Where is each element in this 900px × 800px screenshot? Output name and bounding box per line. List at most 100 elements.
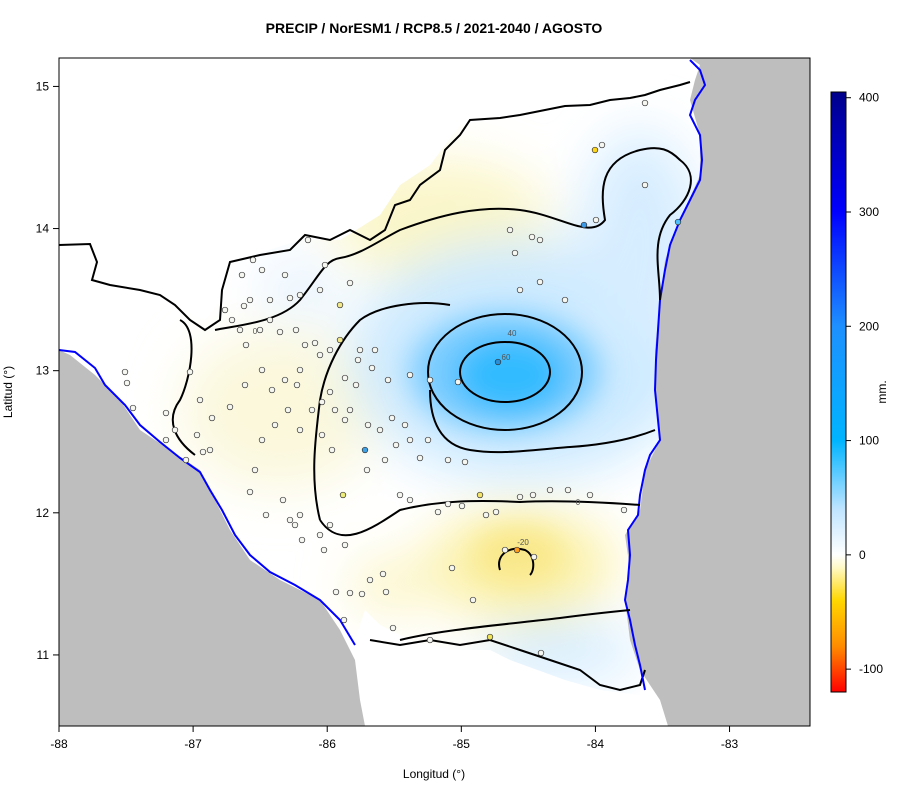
x-tick-label: -83 xyxy=(721,737,739,751)
station-marker xyxy=(406,496,414,504)
station-marker xyxy=(321,261,329,269)
x-tick-label: -84 xyxy=(587,737,605,751)
station-marker xyxy=(271,421,279,429)
station-marker xyxy=(206,446,214,454)
station-marker xyxy=(199,448,207,456)
x-tick-label: -86 xyxy=(319,737,337,751)
station-marker xyxy=(396,491,404,499)
station-marker xyxy=(240,302,248,310)
station-marker xyxy=(341,374,349,382)
station-marker xyxy=(537,649,545,657)
station-marker xyxy=(340,616,348,624)
station-marker xyxy=(376,426,384,434)
contour-label-0-west: 0 xyxy=(253,327,258,336)
station-marker xyxy=(620,506,628,514)
station-marker xyxy=(401,421,409,429)
y-tick-label: 11 xyxy=(37,648,50,662)
country-borders xyxy=(59,81,691,692)
station-marker xyxy=(316,531,324,539)
station-marker xyxy=(529,491,537,499)
station-marker xyxy=(346,279,354,287)
station-marker xyxy=(358,590,366,598)
station-marker xyxy=(162,409,170,417)
station-marker xyxy=(193,431,201,439)
station-marker xyxy=(320,546,328,554)
station-marker xyxy=(341,541,349,549)
station-marker xyxy=(242,341,250,349)
station-marker xyxy=(262,511,270,519)
station-marker xyxy=(336,336,344,344)
station-marker xyxy=(281,271,289,279)
station-marker xyxy=(246,296,254,304)
x-axis: -88 -87 -86 -85 -84 -83 xyxy=(50,726,739,751)
station-marker xyxy=(339,491,347,499)
station-marker xyxy=(580,221,588,229)
station-marker xyxy=(331,406,339,414)
station-marker xyxy=(276,328,284,336)
y-axis: 11 12 13 14 15 xyxy=(36,79,59,662)
station-marker xyxy=(298,536,306,544)
station-marker xyxy=(406,371,414,379)
station-marker xyxy=(426,636,434,644)
station-marker xyxy=(238,271,246,279)
contour-label-0-south: 0 xyxy=(576,498,581,507)
station-marker xyxy=(546,486,554,494)
station-marker xyxy=(236,326,244,334)
station-marker xyxy=(258,436,266,444)
station-marker xyxy=(284,406,292,414)
station-marker xyxy=(286,516,294,524)
station-marker xyxy=(328,446,336,454)
station-marker xyxy=(528,233,536,241)
station-marker xyxy=(291,521,299,529)
station-marker xyxy=(461,458,469,466)
station-marker xyxy=(292,326,300,334)
station-marker xyxy=(469,596,477,604)
station-marker xyxy=(416,454,424,462)
station-marker xyxy=(363,466,371,474)
station-marker xyxy=(316,351,324,359)
colorbar-tick-label: 200 xyxy=(859,319,879,333)
y-tick-label: 15 xyxy=(36,79,50,93)
contour-label-minus20: -20 xyxy=(517,538,529,547)
station-marker xyxy=(182,456,190,464)
station-marker xyxy=(382,588,390,596)
station-markers xyxy=(121,99,682,657)
station-marker xyxy=(381,456,389,464)
y-axis-title: Latitud (°) xyxy=(1,366,15,418)
station-marker xyxy=(251,466,259,474)
station-marker xyxy=(368,364,376,372)
station-marker xyxy=(641,99,649,107)
y-tick-label: 13 xyxy=(36,364,50,378)
colorbar-label: mm. xyxy=(875,380,889,403)
x-tick-label: -85 xyxy=(453,737,471,751)
colorbar xyxy=(830,91,847,693)
station-marker xyxy=(241,381,249,389)
station-marker xyxy=(268,386,276,394)
x-tick-label: -87 xyxy=(184,737,202,751)
y-tick-label: 12 xyxy=(36,506,50,520)
colorbar-tick-label: 400 xyxy=(859,91,879,105)
station-marker xyxy=(336,301,344,309)
station-marker xyxy=(424,436,432,444)
station-marker xyxy=(592,216,600,224)
station-marker xyxy=(121,368,129,376)
station-marker xyxy=(258,366,266,374)
station-marker xyxy=(341,416,349,424)
station-marker xyxy=(511,249,519,257)
colorbar-tick-label: 300 xyxy=(859,205,879,219)
station-marker xyxy=(501,546,509,554)
station-marker xyxy=(266,316,274,324)
station-marker xyxy=(208,414,216,422)
station-marker xyxy=(354,356,362,364)
station-marker xyxy=(162,436,170,444)
station-marker xyxy=(482,511,490,519)
station-marker xyxy=(366,576,374,584)
station-marker xyxy=(434,508,442,516)
station-marker xyxy=(226,403,234,411)
colorbar-tick-label: 100 xyxy=(859,434,879,448)
station-marker xyxy=(426,376,434,384)
x-tick-label: -88 xyxy=(50,737,68,751)
station-marker xyxy=(444,456,452,464)
station-marker xyxy=(389,624,397,632)
